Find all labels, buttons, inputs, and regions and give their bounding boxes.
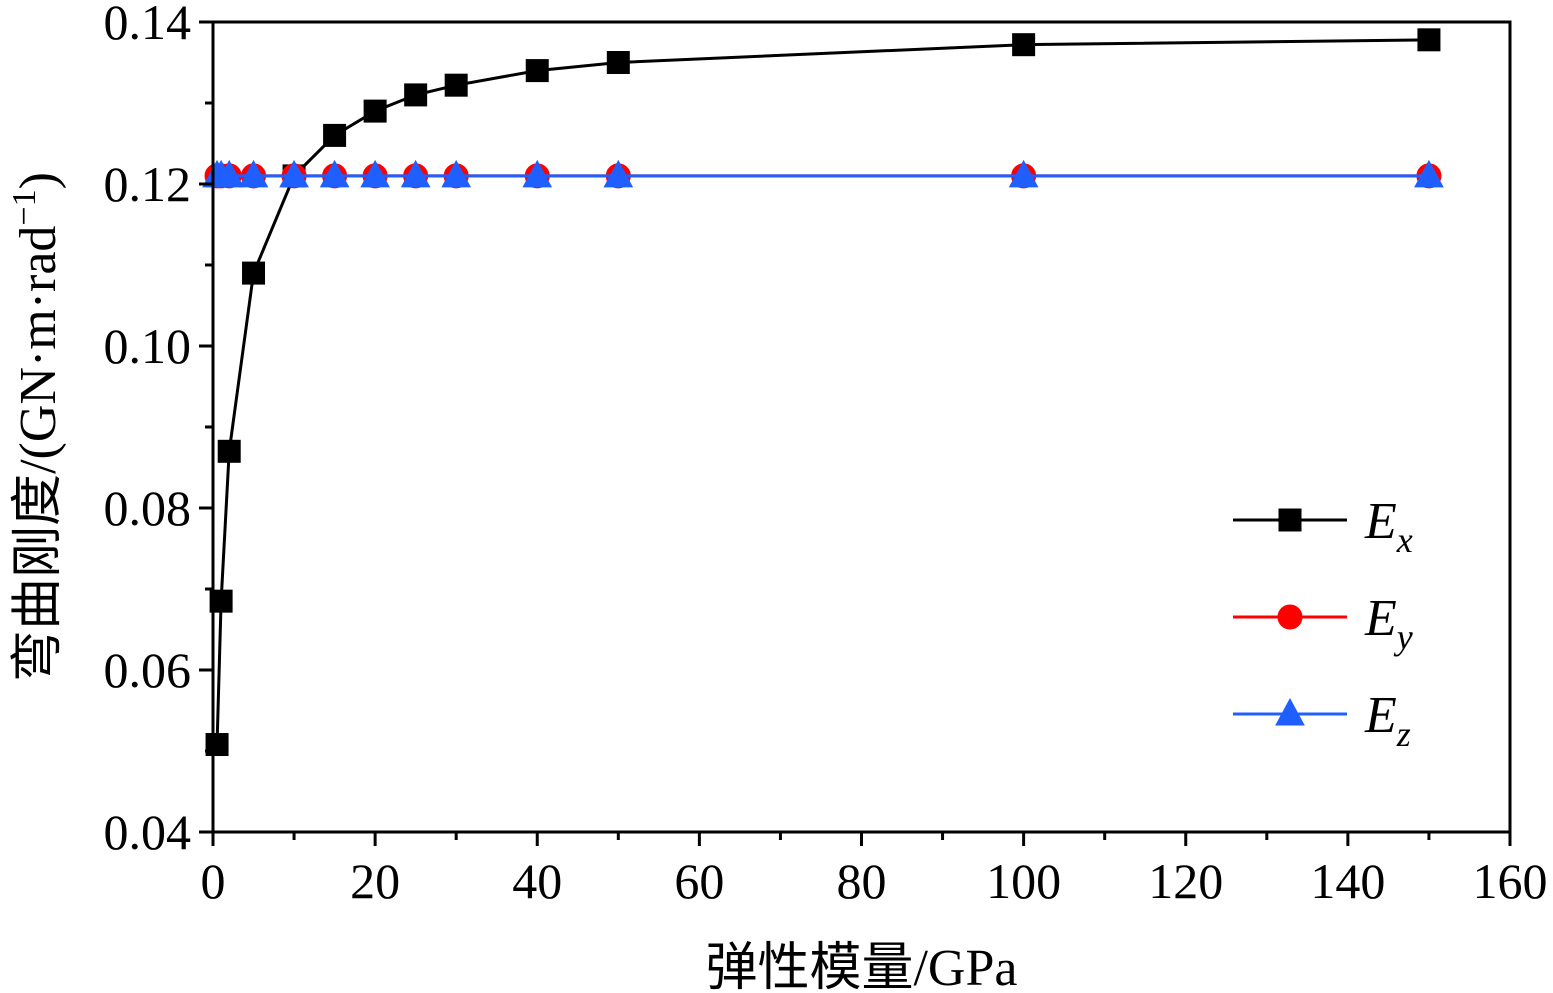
data-point (1414, 159, 1444, 188)
data-point (603, 159, 634, 188)
legend-item-ez: Ez (1233, 687, 1411, 754)
series-line (215, 38, 1429, 745)
y-axis-title-main: 弯曲刚度/(GN·m·rad (9, 226, 67, 682)
legend-label-ey: Ey (1364, 590, 1413, 657)
plot-frame (211, 20, 1512, 834)
series-Ex (205, 28, 1441, 757)
legend-label-ez: Ez (1364, 687, 1411, 754)
x-tick-label: 20 (350, 853, 400, 909)
data-point (1417, 28, 1441, 52)
data-point (323, 123, 347, 147)
ticks-layer (199, 20, 1512, 846)
x-tick-label: 0 (201, 853, 226, 909)
y-tick-label: 0.04 (104, 804, 192, 860)
x-tick-label: 100 (986, 853, 1061, 909)
data-point (1012, 33, 1036, 57)
series-Ez (202, 159, 1444, 188)
legend-label-ez-main: E (1364, 687, 1397, 744)
data-point (441, 159, 472, 188)
data-point (214, 159, 245, 188)
x-tick-label: 120 (1148, 853, 1223, 909)
legend-item-ex: Ex (1233, 493, 1413, 560)
y-axis-title-end: ) (10, 172, 67, 189)
data-point (279, 159, 309, 188)
x-tick-label: 140 (1310, 853, 1385, 909)
legend-label-ez-sub: z (1396, 714, 1411, 754)
y-tick-label: 0.12 (104, 156, 192, 212)
y-tick-label: 0.08 (104, 480, 192, 536)
data-point (444, 73, 468, 97)
data-point (404, 83, 428, 107)
x-tick-label: 40 (512, 853, 562, 909)
legend-label-ey-sub: y (1394, 617, 1413, 657)
data-point (242, 261, 266, 285)
data-point (360, 159, 390, 188)
data-point (400, 159, 431, 188)
legend-marker-ex (1278, 508, 1302, 532)
data-point (525, 59, 549, 83)
x-tick-label: 80 (837, 853, 887, 909)
legend: Ex Ey Ez (1233, 493, 1413, 754)
data-point (1008, 159, 1039, 188)
y-axis-title: 弯曲刚度/(GN·m·rad−1) (6, 172, 67, 682)
x-tick-label: 60 (674, 853, 724, 909)
labels-layer: 0 20 40 60 80 100 120 140 160 0.04 0.06 0.08 0.10 0.1… (104, 0, 1548, 909)
data-point (209, 589, 233, 613)
data-point (363, 99, 387, 123)
legend-label-ex-main: E (1364, 493, 1397, 550)
y-axis-title-sup: −1 (6, 189, 43, 225)
y-tick-label: 0.06 (104, 642, 192, 698)
data-point (522, 159, 553, 188)
y-tick-label: 0.10 (104, 318, 192, 374)
series-layer (202, 28, 1444, 757)
data-point (238, 159, 269, 188)
legend-item-ey: Ey (1233, 590, 1413, 657)
data-point (319, 159, 350, 188)
legend-marker-ez (1275, 697, 1305, 726)
x-axis-title: 弹性模量/GPa (705, 940, 1017, 993)
legend-label-ey-main: E (1364, 590, 1397, 647)
data-point (606, 51, 630, 74)
x-tick-label: 160 (1473, 853, 1548, 909)
legend-marker-ey (1277, 604, 1303, 630)
y-tick-label: 0.14 (104, 0, 192, 50)
legend-label-ex: Ex (1364, 493, 1413, 560)
legend-label-ex-sub: x (1396, 520, 1413, 560)
data-point (217, 439, 241, 463)
